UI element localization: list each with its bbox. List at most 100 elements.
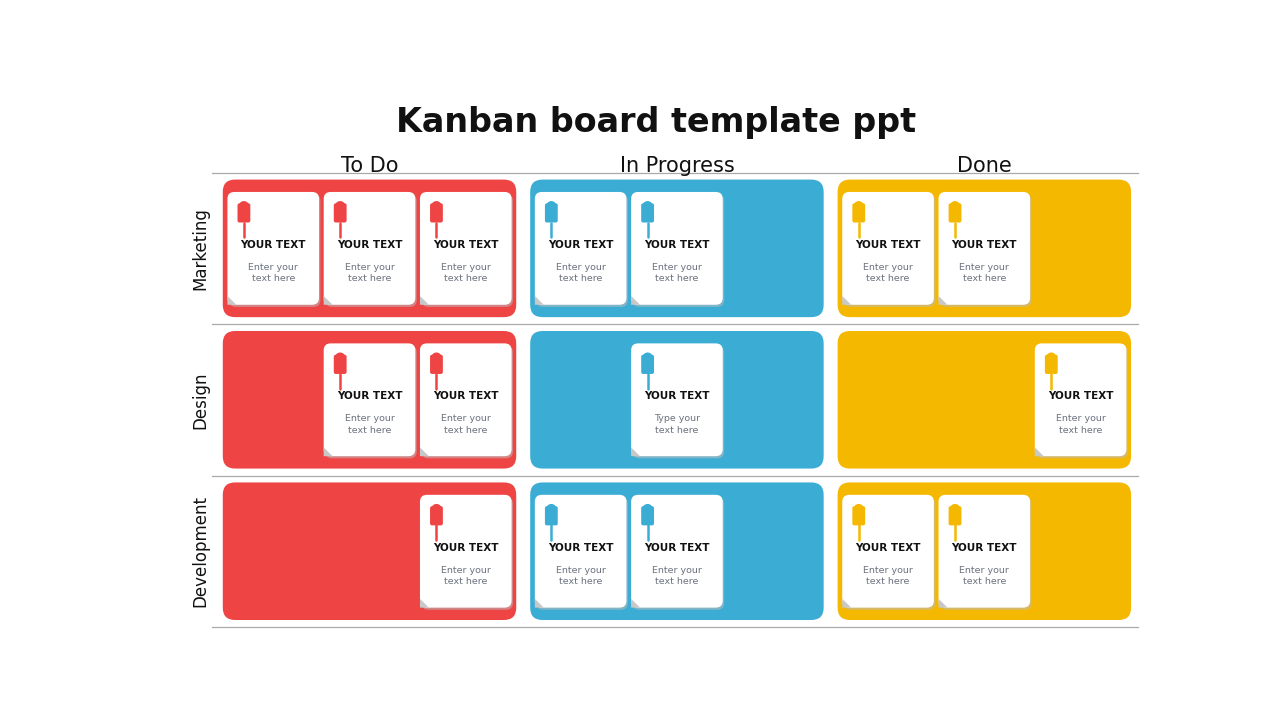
Text: Development: Development [192, 495, 210, 607]
FancyBboxPatch shape [631, 495, 723, 608]
FancyBboxPatch shape [223, 331, 516, 469]
Polygon shape [631, 599, 640, 608]
Polygon shape [631, 296, 640, 305]
Text: Enter your
text here: Enter your text here [863, 263, 913, 284]
Text: YOUR TEXT: YOUR TEXT [951, 543, 1018, 553]
FancyBboxPatch shape [430, 506, 443, 526]
FancyBboxPatch shape [632, 346, 724, 459]
Text: Design: Design [192, 371, 210, 428]
Circle shape [431, 202, 440, 211]
Text: Enter your
text here: Enter your text here [863, 566, 913, 586]
FancyBboxPatch shape [844, 194, 936, 307]
Polygon shape [842, 599, 851, 608]
FancyBboxPatch shape [1037, 346, 1128, 459]
FancyBboxPatch shape [430, 203, 443, 222]
FancyBboxPatch shape [837, 331, 1132, 469]
Circle shape [547, 505, 556, 513]
Text: YOUR TEXT: YOUR TEXT [433, 392, 498, 402]
Circle shape [951, 505, 960, 513]
Text: YOUR TEXT: YOUR TEXT [644, 240, 709, 250]
Polygon shape [324, 447, 333, 456]
FancyBboxPatch shape [324, 192, 415, 305]
Text: Enter your
text here: Enter your text here [960, 566, 1009, 586]
Circle shape [854, 505, 863, 513]
Polygon shape [535, 599, 544, 608]
FancyBboxPatch shape [632, 497, 724, 610]
FancyBboxPatch shape [940, 497, 1032, 610]
Text: Enter your
text here: Enter your text here [1056, 415, 1106, 435]
Text: YOUR TEXT: YOUR TEXT [433, 240, 498, 250]
Polygon shape [420, 447, 429, 456]
Text: YOUR TEXT: YOUR TEXT [337, 240, 402, 250]
FancyBboxPatch shape [844, 497, 936, 610]
FancyBboxPatch shape [229, 194, 320, 307]
Polygon shape [1034, 447, 1043, 456]
FancyBboxPatch shape [420, 343, 512, 456]
Text: Enter your
text here: Enter your text here [440, 415, 490, 435]
FancyBboxPatch shape [948, 203, 961, 222]
Text: YOUR TEXT: YOUR TEXT [433, 543, 498, 553]
FancyBboxPatch shape [535, 192, 626, 305]
FancyBboxPatch shape [223, 179, 516, 317]
FancyBboxPatch shape [536, 497, 628, 610]
Polygon shape [938, 296, 947, 305]
Text: Enter your
text here: Enter your text here [440, 263, 490, 284]
Circle shape [643, 354, 652, 362]
Circle shape [335, 202, 344, 211]
Text: Enter your
text here: Enter your text here [440, 566, 490, 586]
Text: Enter your
text here: Enter your text here [344, 415, 394, 435]
FancyBboxPatch shape [641, 203, 654, 222]
FancyBboxPatch shape [530, 482, 823, 620]
Polygon shape [535, 296, 544, 305]
Circle shape [643, 202, 652, 211]
FancyBboxPatch shape [842, 495, 934, 608]
Text: To Do: To Do [340, 156, 398, 176]
FancyBboxPatch shape [334, 355, 347, 374]
Circle shape [431, 354, 440, 362]
FancyBboxPatch shape [421, 497, 513, 610]
Text: YOUR TEXT: YOUR TEXT [548, 543, 613, 553]
Text: Done: Done [957, 156, 1011, 176]
FancyBboxPatch shape [938, 495, 1030, 608]
Text: Type your
text here: Type your text here [654, 415, 700, 435]
FancyBboxPatch shape [420, 495, 512, 608]
Circle shape [1047, 354, 1056, 362]
FancyBboxPatch shape [421, 194, 513, 307]
Polygon shape [842, 296, 851, 305]
FancyBboxPatch shape [545, 506, 558, 526]
Circle shape [951, 202, 960, 211]
Circle shape [854, 202, 863, 211]
FancyBboxPatch shape [325, 346, 417, 459]
Text: YOUR TEXT: YOUR TEXT [241, 240, 306, 250]
Text: YOUR TEXT: YOUR TEXT [337, 392, 402, 402]
Polygon shape [631, 447, 640, 456]
FancyBboxPatch shape [545, 203, 558, 222]
Polygon shape [228, 296, 237, 305]
Circle shape [547, 202, 556, 211]
Text: Kanban board template ppt: Kanban board template ppt [396, 106, 916, 139]
Text: YOUR TEXT: YOUR TEXT [548, 240, 613, 250]
FancyBboxPatch shape [530, 179, 823, 317]
FancyBboxPatch shape [948, 506, 961, 526]
Text: Marketing: Marketing [192, 207, 210, 289]
Text: Enter your
text here: Enter your text here [248, 263, 298, 284]
Circle shape [431, 505, 440, 513]
Polygon shape [420, 599, 429, 608]
FancyBboxPatch shape [325, 194, 417, 307]
Text: Enter your
text here: Enter your text here [960, 263, 1009, 284]
Circle shape [643, 505, 652, 513]
FancyBboxPatch shape [940, 194, 1032, 307]
FancyBboxPatch shape [641, 355, 654, 374]
FancyBboxPatch shape [631, 192, 723, 305]
Text: YOUR TEXT: YOUR TEXT [951, 240, 1018, 250]
FancyBboxPatch shape [223, 482, 516, 620]
FancyBboxPatch shape [430, 355, 443, 374]
Text: YOUR TEXT: YOUR TEXT [1048, 392, 1114, 402]
FancyBboxPatch shape [938, 192, 1030, 305]
Polygon shape [420, 296, 429, 305]
FancyBboxPatch shape [837, 482, 1132, 620]
Text: Enter your
text here: Enter your text here [652, 263, 701, 284]
Text: Enter your
text here: Enter your text here [652, 566, 701, 586]
Text: In Progress: In Progress [620, 156, 735, 176]
FancyBboxPatch shape [1044, 355, 1057, 374]
